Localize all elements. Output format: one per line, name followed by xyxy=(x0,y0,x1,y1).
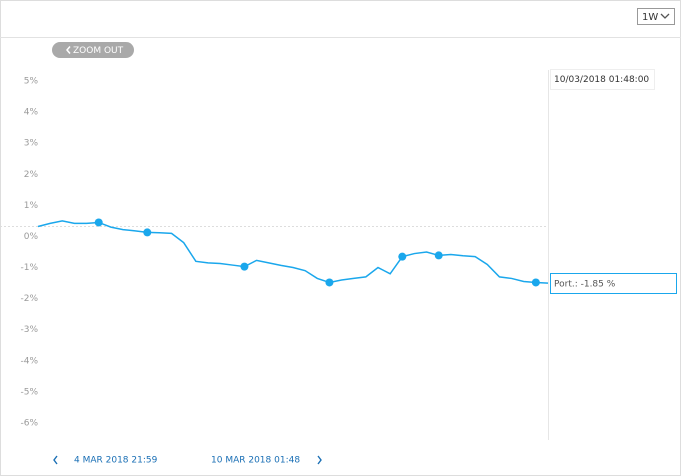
y-tick-label: -6% xyxy=(20,419,38,429)
y-tick-label: -5% xyxy=(20,387,38,397)
point-marker xyxy=(325,278,334,287)
y-tick-label: 3% xyxy=(24,139,39,149)
y-tick-label: 4% xyxy=(24,108,39,118)
series-line xyxy=(37,220,549,284)
y-tick-label: 0% xyxy=(24,232,39,242)
point-marker xyxy=(240,262,249,271)
point-marker xyxy=(94,218,103,227)
y-tick-label: 1% xyxy=(24,201,39,211)
date-box xyxy=(550,69,655,90)
nav-next[interactable] xyxy=(317,455,322,465)
range-label[interactable]: 1W xyxy=(642,12,658,23)
nav-end[interactable]: 10 MAR 2018 01:48 xyxy=(211,456,300,466)
range-select[interactable]: 1W xyxy=(637,8,675,25)
nav-prev[interactable] xyxy=(53,455,58,465)
tooltip-text: Port.: -1.85 % xyxy=(554,280,616,290)
y-tick-label: -1% xyxy=(20,263,38,273)
nav-start[interactable]: 4 MAR 2018 21:59 xyxy=(74,456,158,466)
y-tick-label: 5% xyxy=(24,77,39,87)
tooltip-box xyxy=(550,273,677,294)
point-marker xyxy=(143,228,152,237)
crosshair-date: 10/03/2018 01:48:00 xyxy=(554,75,649,85)
y-tick-label: 2% xyxy=(24,170,39,180)
y-tick-label: -3% xyxy=(20,325,38,335)
point-marker xyxy=(398,252,407,261)
zoom-out-label[interactable]: ZOOM OUT xyxy=(73,46,124,56)
y-tick-label: -2% xyxy=(20,294,38,304)
point-marker xyxy=(531,278,540,287)
zoom-out-button[interactable]: ZOOM OUT xyxy=(52,42,134,58)
point-marker xyxy=(434,251,443,260)
y-tick-label: -4% xyxy=(20,356,38,366)
